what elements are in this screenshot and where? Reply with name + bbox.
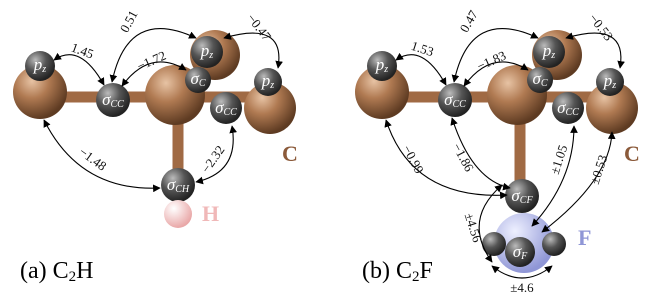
figure: pzσCCpzσCσCCpzσCHCH1.450.51−0.47−1.72−1.… bbox=[0, 0, 670, 299]
caption-text: F bbox=[420, 258, 433, 284]
orbital-subscript: z bbox=[208, 50, 213, 61]
orbital-subscript: C bbox=[199, 78, 206, 89]
coupling-value: −2.32 bbox=[198, 143, 228, 176]
coupling-value: −1.86 bbox=[450, 140, 478, 174]
coupling-value: −0.53 bbox=[586, 11, 616, 44]
orbital-subscript: CC bbox=[111, 99, 125, 110]
orbital-subscript: z bbox=[383, 64, 388, 75]
orbital-subscript: z bbox=[550, 50, 555, 61]
coupling-value: 0.47 bbox=[457, 7, 482, 35]
orbital-subscript: CC bbox=[566, 107, 580, 118]
coupling-value: −0.47 bbox=[244, 11, 275, 44]
orbital-symbol: p bbox=[542, 41, 552, 60]
coupling-value: ±4.6 bbox=[510, 280, 534, 295]
orbital-subscript: CH bbox=[175, 184, 190, 195]
orbital-symbol: p bbox=[200, 41, 210, 60]
coupling-value: −0.99 bbox=[400, 142, 427, 176]
coupling-value: ±0.53 bbox=[587, 153, 611, 186]
orbital-symbol: p bbox=[375, 55, 385, 74]
coupling-value: ±1.05 bbox=[547, 143, 571, 176]
panel: pzσCCpzσCσCCpzσCFσFCF1.530.47−0.53−1.83−… bbox=[355, 7, 640, 295]
panel: pzσCCpzσCσCCpzσCHCH1.450.51−0.47−1.72−1.… bbox=[13, 8, 298, 286]
coupling-value: ±4.56 bbox=[462, 211, 486, 245]
caption-text: H bbox=[76, 258, 93, 284]
orbital-subscript: z bbox=[41, 64, 46, 75]
caption-text: (a) C bbox=[20, 258, 69, 284]
orbital-subscript: z bbox=[269, 80, 274, 91]
orbital-symbol: p bbox=[261, 71, 271, 90]
coupling-arrow bbox=[44, 120, 160, 188]
orbital-subscript: CC bbox=[224, 107, 238, 118]
caption: (b) C2F bbox=[362, 258, 433, 286]
coupling-value: −1.48 bbox=[76, 144, 109, 174]
orbital-symbol: p bbox=[33, 55, 43, 74]
orbital-symbol: p bbox=[603, 71, 613, 90]
coupling-value: 1.53 bbox=[409, 38, 435, 59]
atom-sphere bbox=[164, 200, 192, 228]
orbital-subscript: C bbox=[541, 78, 548, 89]
caption-text: (b) C bbox=[362, 258, 412, 284]
atom-sphere bbox=[542, 232, 566, 256]
element-label: C bbox=[282, 141, 298, 166]
orbital-subscript: F bbox=[520, 251, 528, 262]
orbital-subscript: CC bbox=[453, 99, 467, 110]
element-label: C bbox=[624, 141, 640, 166]
coupling-value: 0.51 bbox=[117, 8, 141, 35]
caption: (a) C2H bbox=[20, 258, 94, 286]
caption-subscript: 2 bbox=[412, 269, 420, 285]
caption-subscript: 2 bbox=[69, 269, 77, 285]
orbital-subscript: CF bbox=[520, 195, 534, 206]
element-label: F bbox=[578, 225, 591, 250]
element-label: H bbox=[202, 201, 219, 226]
coupling-value: 1.45 bbox=[69, 40, 96, 62]
orbital-subscript: z bbox=[611, 80, 616, 91]
